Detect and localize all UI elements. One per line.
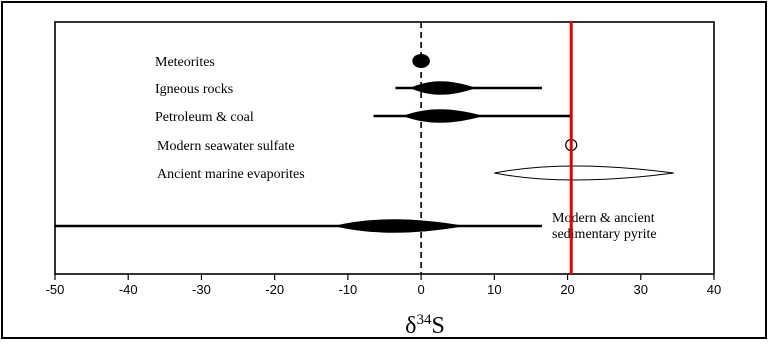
x-tick-label-3: -20	[265, 282, 284, 297]
series-2-peak	[402, 109, 484, 123]
x-axis-title-symbol: δ	[405, 313, 416, 339]
series-1-label: Igneous rocks	[155, 82, 233, 97]
series-5-peak	[333, 219, 466, 233]
x-tick-label-2: -30	[192, 282, 211, 297]
series-5-label-line-0: Modern & ancient	[552, 211, 655, 226]
x-tick-label-8: 30	[634, 282, 648, 297]
x-tick-label-1: -40	[119, 282, 138, 297]
series-4-distribution	[494, 165, 674, 181]
x-tick-label-0: -50	[46, 282, 65, 297]
x-axis-title: δ34S	[405, 312, 445, 339]
x-axis-title-letter: S	[431, 313, 444, 339]
series-1-peak	[410, 81, 477, 95]
plot-area-border	[54, 21, 715, 275]
series-0-label: Meteorites	[155, 55, 215, 70]
series-5-label: Modern & ancient sedimentary pyrite	[552, 211, 657, 242]
x-tick-label-9: 40	[707, 282, 721, 297]
series-2-label: Petroleum & coal	[155, 110, 254, 125]
x-tick-label-6: 10	[487, 282, 501, 297]
series-4-label: Ancient marine evaporites	[157, 167, 305, 182]
x-tick-label-5: 0	[417, 282, 424, 297]
x-tick-label-7: 20	[560, 282, 574, 297]
x-tick-label-4: -10	[338, 282, 357, 297]
x-axis-title-superscript: 34	[416, 312, 432, 328]
series-5-label-line-1: sedimentary pyrite	[552, 227, 657, 242]
series-3-label: Modern seawater sulfate	[157, 139, 295, 154]
series-0-marker	[412, 54, 430, 68]
